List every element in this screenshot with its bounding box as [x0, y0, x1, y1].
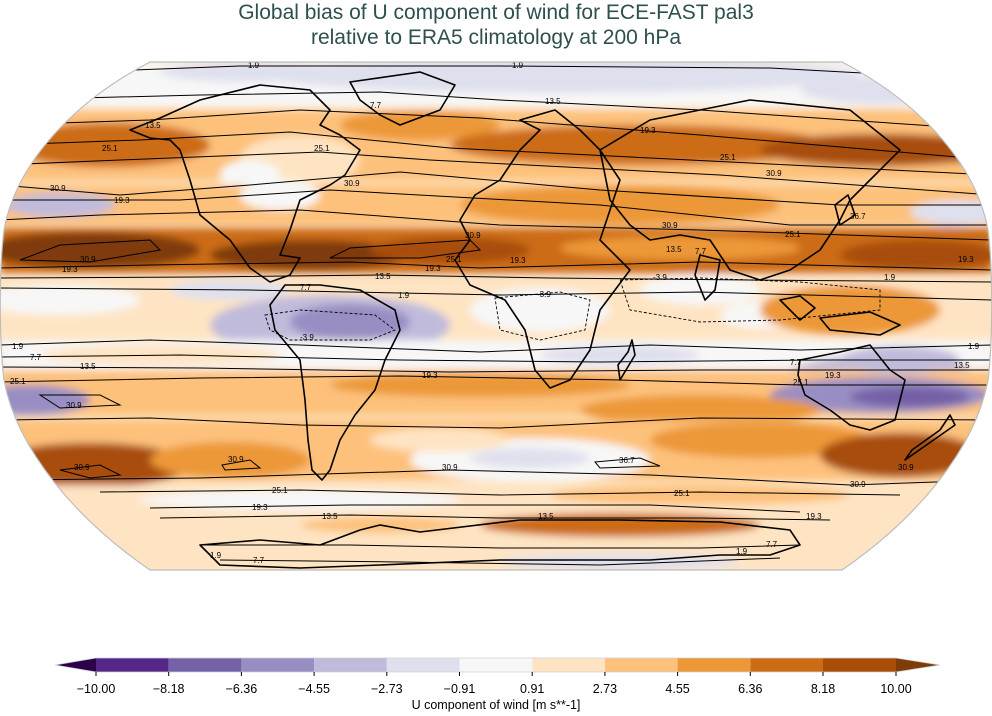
svg-text:30.9: 30.9	[80, 255, 96, 264]
svg-text:25.1: 25.1	[674, 489, 690, 498]
colorbar-extend-max	[896, 658, 940, 672]
colorbar-tick-label: −2.73	[370, 682, 403, 696]
svg-text:7.7: 7.7	[370, 101, 382, 110]
colorbar-tick-label: −0.91	[443, 682, 476, 696]
colorbar-segment	[750, 658, 823, 672]
svg-text:7.7: 7.7	[790, 358, 802, 367]
svg-text:13.5: 13.5	[375, 272, 391, 281]
svg-text:19.3: 19.3	[640, 126, 656, 135]
svg-text:19.3: 19.3	[806, 512, 822, 521]
svg-text:19.3: 19.3	[62, 265, 78, 274]
svg-text:25.1: 25.1	[785, 230, 801, 239]
svg-text:30.9: 30.9	[228, 455, 244, 464]
svg-text:19.3: 19.3	[425, 264, 441, 273]
svg-text:1.9: 1.9	[12, 342, 24, 351]
svg-text:36.7: 36.7	[850, 212, 866, 221]
svg-text:36.7: 36.7	[619, 456, 635, 465]
svg-text:30.9: 30.9	[766, 169, 782, 178]
chart-title-line-1: Global bias of U component of wind for E…	[238, 1, 754, 24]
colorbar-ticks	[95, 672, 897, 676]
svg-text:30.9: 30.9	[74, 463, 90, 472]
svg-text:19.3: 19.3	[252, 503, 268, 512]
colorbar-segment	[459, 658, 533, 672]
svg-text:30.9: 30.9	[50, 184, 66, 193]
map-boundary	[0, 61, 992, 571]
svg-text:7.7: 7.7	[253, 556, 265, 565]
colorbar-segment	[96, 658, 169, 672]
colorbar-segment	[604, 658, 678, 672]
svg-text:25.1: 25.1	[793, 378, 809, 387]
contour-lines	[0, 65, 992, 566]
map-plot: 1.9 1.9 13.5 25.1 30.9 19.3 30.9 19.3 25…	[0, 61, 992, 571]
colorbar-extend-min	[55, 658, 96, 672]
svg-text:25.1: 25.1	[314, 144, 330, 153]
svg-text:25.1: 25.1	[272, 486, 288, 495]
svg-text:1.9: 1.9	[884, 273, 896, 282]
svg-text:25.1: 25.1	[720, 153, 736, 162]
colorbar-label: U component of wind [m s**-1]	[411, 698, 581, 712]
svg-text:19.3: 19.3	[958, 255, 974, 264]
svg-text:13.5: 13.5	[666, 245, 682, 254]
colorbar-tick-label: 6.36	[738, 682, 763, 696]
svg-text:30.9: 30.9	[662, 221, 678, 230]
bias-field: 1.9 1.9 13.5 25.1 30.9 19.3 30.9 19.3 25…	[0, 61, 992, 570]
chart-title-line-2: relative to ERA5 climatology at 200 hPa	[310, 26, 682, 49]
colorbar-tick-label: −10.00	[76, 682, 116, 696]
svg-text:1.9: 1.9	[512, 61, 524, 70]
svg-text:19.3: 19.3	[114, 196, 130, 205]
svg-text:30.9: 30.9	[442, 463, 458, 472]
colorbar-tick-label: 4.55	[665, 682, 690, 696]
svg-text:30.9: 30.9	[898, 463, 914, 472]
chart-title: Global bias of U component of wind for E…	[0, 0, 992, 50]
colorbar	[0, 650, 992, 690]
colorbar-tick-label: 10.00	[880, 682, 912, 696]
colorbar-segment	[386, 658, 460, 672]
svg-text:1.9: 1.9	[736, 547, 748, 556]
coastlines	[129, 71, 956, 569]
svg-text:13.5: 13.5	[80, 362, 96, 371]
svg-text:25.1: 25.1	[102, 144, 118, 153]
colorbar-segment	[677, 658, 751, 672]
svg-text:-3.9: -3.9	[537, 290, 551, 299]
colorbar-segment	[823, 658, 896, 672]
svg-text:7.7: 7.7	[300, 283, 312, 292]
svg-text:7.7: 7.7	[766, 540, 778, 549]
colorbar-tick-label: −4.55	[298, 682, 330, 696]
svg-text:30.9: 30.9	[465, 231, 481, 240]
svg-text:25.1: 25.1	[446, 255, 462, 264]
colorbar-tick-label: 0.91	[520, 682, 545, 696]
svg-text:1.9: 1.9	[398, 291, 410, 300]
negative-contour-lines	[264, 277, 881, 341]
svg-text:7.7: 7.7	[695, 247, 707, 256]
svg-text:13.5: 13.5	[538, 512, 554, 521]
svg-text:1.9: 1.9	[248, 61, 260, 70]
svg-text:19.3: 19.3	[510, 256, 526, 265]
svg-text:-3.9: -3.9	[653, 273, 667, 282]
svg-text:30.9: 30.9	[344, 179, 360, 188]
svg-text:30.9: 30.9	[850, 480, 866, 489]
colorbar-tick-label: 8.18	[810, 682, 836, 696]
colorbar-tick-label: −8.18	[152, 682, 185, 696]
colorbar-segment	[241, 658, 315, 672]
svg-text:13.5: 13.5	[954, 361, 970, 370]
svg-text:1.9: 1.9	[968, 342, 980, 351]
svg-text:7.7: 7.7	[30, 353, 42, 362]
colorbar-tick-label: 2.73	[592, 682, 618, 696]
svg-text:19.3: 19.3	[422, 371, 438, 380]
svg-text:25.1: 25.1	[10, 377, 26, 386]
colorbar-tick-label: −6.36	[225, 682, 258, 696]
svg-text:13.5: 13.5	[322, 512, 338, 521]
svg-text:-3.9: -3.9	[300, 333, 314, 342]
colorbar-segment	[532, 658, 605, 672]
svg-text:30.9: 30.9	[66, 401, 82, 410]
contour-labels: 1.9 1.9 13.5 25.1 30.9 19.3 30.9 19.3 25…	[10, 61, 980, 565]
svg-text:19.3: 19.3	[825, 371, 841, 380]
colorbar-segment	[168, 658, 242, 672]
svg-text:13.5: 13.5	[545, 97, 561, 106]
svg-text:13.5: 13.5	[145, 121, 161, 130]
colorbar-segment	[314, 658, 387, 672]
svg-text:1.9: 1.9	[210, 551, 222, 560]
